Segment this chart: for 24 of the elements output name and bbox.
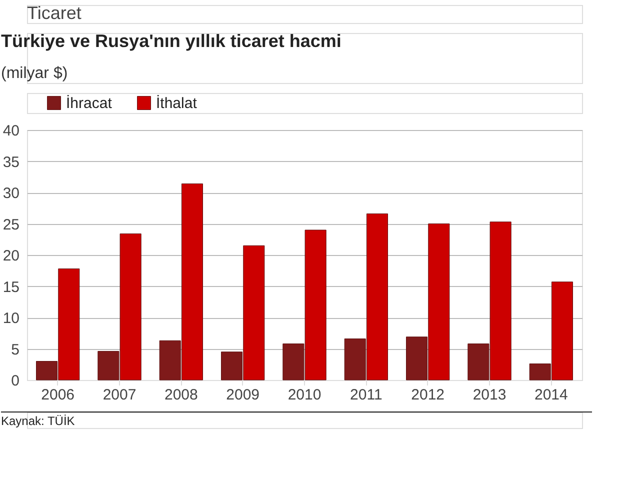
y-tick-label: 30: [2, 185, 20, 202]
legend-label: İthalat: [156, 94, 198, 112]
y-tick-label: 10: [2, 310, 20, 327]
y-tick-label: 15: [2, 278, 20, 296]
x-tick-label: 2007: [102, 386, 136, 404]
x-tick-label: 2009: [226, 386, 260, 404]
x-tick-label: 2011: [350, 386, 382, 404]
text: Kaynak: TÜİK: [1, 414, 75, 428]
x-tick-label: 2014: [534, 386, 568, 404]
y-tick-label: 35: [2, 154, 20, 171]
legend-label: İhracat: [66, 94, 113, 112]
y-tick-label: 25: [2, 216, 20, 234]
x-tick-label: 2006: [41, 386, 75, 404]
x-tick-label: 2008: [164, 386, 198, 404]
chart-title: Türkiye ve Rusya'nın yıllık ticaret hacmi: [1, 31, 342, 51]
y-tick-label: 40: [2, 122, 20, 140]
y-tick-label: 0: [11, 372, 20, 390]
chart-subtitle: (milyar $): [1, 65, 68, 82]
text: Ticaret: [27, 3, 82, 23]
x-tick-label: 2012: [411, 386, 445, 404]
y-tick-label: 20: [2, 248, 20, 264]
x-tick-label: 2010: [288, 386, 322, 404]
x-tick-label: 2013: [472, 386, 506, 404]
y-tick-label: 5: [11, 341, 20, 358]
